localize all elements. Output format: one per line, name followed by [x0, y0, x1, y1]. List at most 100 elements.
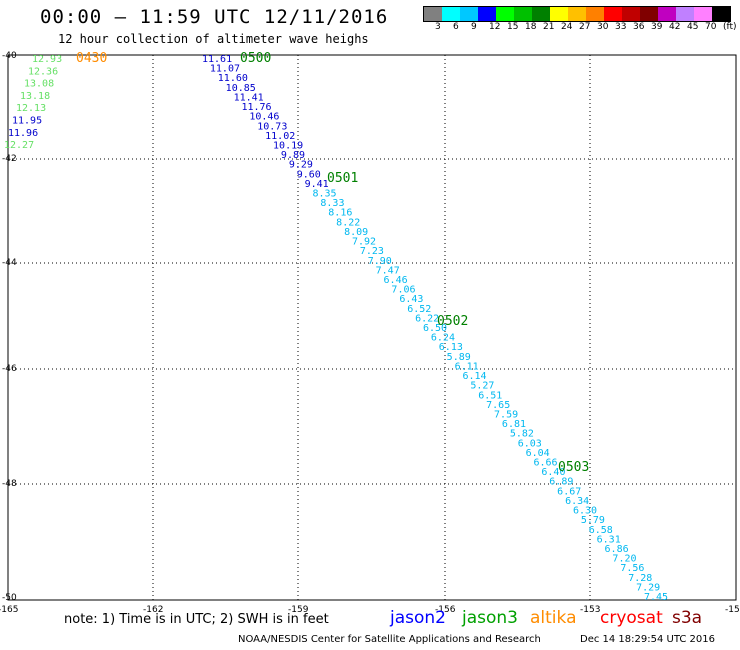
wave-height-value: 10.73 — [257, 121, 287, 132]
legend-label: 21 — [543, 22, 555, 32]
legend-swatch — [658, 7, 676, 21]
lat-tick-label: -46 — [2, 364, 17, 374]
wave-height-value: 7.92 — [352, 237, 376, 248]
wave-height-value: 11.61 — [202, 54, 232, 65]
lat-tick-label: -42 — [2, 154, 17, 164]
footnote: note: 1) Time is in UTC; 2) SWH is in fe… — [64, 612, 329, 627]
wave-height-value: 11.41 — [234, 92, 264, 103]
track-time-label: 0430 — [76, 51, 107, 66]
wave-height-value: 6.86 — [605, 544, 629, 555]
wave-height-value: 13.08 — [24, 79, 54, 90]
wave-height-value: 11.60 — [218, 73, 248, 84]
wave-height-value: 10.46 — [249, 112, 279, 123]
wave-height-value: 11.07 — [210, 64, 240, 75]
wave-height-value: 7.90 — [368, 256, 392, 267]
color-scale-labels: 3 6 9 12 15 18 21 24 27 30 33 36 39 42 45 70 (ft) — [423, 22, 740, 34]
legend-label: (ft) — [723, 22, 737, 32]
wave-height-value: 6.14 — [462, 371, 486, 382]
wave-height-value: 6.22 — [415, 313, 439, 324]
legend-jason2: jason2 — [390, 608, 446, 628]
wave-height-value: 11.02 — [265, 131, 295, 142]
lat-tick-label: -44 — [2, 258, 17, 268]
legend-label: 39 — [651, 22, 663, 32]
lon-tick-label: -159 — [288, 605, 309, 615]
wave-height-value: 6.04 — [526, 448, 550, 459]
legend-label: 36 — [633, 22, 645, 32]
legend-label: 9 — [471, 22, 477, 32]
legend-swatch — [604, 7, 622, 21]
wave-height-value: 8.22 — [336, 217, 360, 228]
legend-swatch — [424, 7, 442, 21]
wave-height-value: 7.56 — [620, 563, 644, 574]
wave-height-value: 12.36 — [28, 66, 58, 77]
wave-height-value: 5.27 — [470, 381, 494, 392]
wave-height-value: 6.24 — [431, 333, 455, 344]
legend-label: 30 — [597, 22, 609, 32]
wave-height-value: 6.13 — [439, 342, 463, 353]
map-frame — [7, 54, 737, 601]
legend-swatch — [514, 7, 532, 21]
wave-height-value: 5.89 — [447, 352, 471, 363]
wave-height-value: 12.27 — [4, 140, 34, 151]
wave-height-value: 7.20 — [612, 554, 636, 565]
wave-height-value: 8.09 — [344, 227, 368, 238]
legend-label: 15 — [507, 22, 519, 32]
wave-height-value: 7.06 — [391, 285, 415, 296]
lat-tick-label: -48 — [2, 479, 17, 489]
legend-label: 27 — [579, 22, 591, 32]
legend-cryosat: cryosat — [600, 608, 663, 628]
lon-tick-label: -162 — [143, 605, 163, 615]
track-time-label: 0503 — [558, 460, 589, 475]
wave-height-value: 6.34 — [565, 496, 589, 507]
track-time-label: 0502 — [437, 314, 468, 329]
legend-label: 6 — [453, 22, 459, 32]
wave-height-value: 8.33 — [320, 198, 344, 209]
lon-tick-label: -153 — [580, 605, 600, 615]
legend-swatch — [676, 7, 694, 21]
wave-height-value: 10.19 — [273, 140, 303, 151]
legend-swatch — [622, 7, 640, 21]
wave-height-value: 8.35 — [313, 189, 337, 200]
legend-swatch — [640, 7, 658, 21]
legend-swatch — [532, 7, 550, 21]
wave-height-value: 6.89 — [549, 477, 573, 488]
wave-height-value: 10.85 — [226, 83, 256, 94]
lon-tick-label: -150 — [725, 605, 740, 615]
legend-jason3: jason3 — [462, 608, 518, 628]
wave-height-value: 7.29 — [636, 582, 660, 593]
legend-swatch — [460, 7, 478, 21]
lon-tick-label: -156 — [435, 605, 456, 615]
wave-height-value: 11.76 — [241, 102, 271, 113]
lat-tick-label: -40 — [2, 51, 17, 61]
color-scale-legend — [423, 6, 731, 22]
wave-height-value: 5.79 — [581, 515, 605, 526]
wave-height-value: 6.46 — [384, 275, 408, 286]
wave-height-value: 7.23 — [360, 246, 384, 257]
generation-timestamp: Dec 14 18:29:54 UTC 2016 — [580, 634, 715, 645]
wave-height-value: 12.13 — [16, 103, 46, 114]
legend-swatch — [568, 7, 586, 21]
legend-label: 42 — [669, 22, 681, 32]
wave-height-value: 11.95 — [12, 116, 42, 127]
wave-height-value: 12.93 — [32, 54, 62, 65]
credit-line: NOAA/NESDIS Center for Satellite Applica… — [238, 634, 541, 645]
wave-height-value: 9.41 — [305, 179, 329, 190]
lon-tick-label: -165 — [0, 605, 18, 615]
map-title: 00:00 – 11:59 UTC 12/11/2016 — [40, 6, 389, 28]
wave-height-value: 6.50 — [423, 323, 447, 334]
track-time-label: 0501 — [327, 171, 358, 186]
wave-height-value: 6.51 — [478, 390, 502, 401]
legend-label: 18 — [525, 22, 537, 32]
wave-height-value: 6.67 — [557, 486, 581, 497]
track-time-label: 0500 — [240, 51, 271, 66]
legend-label: 24 — [561, 22, 573, 32]
legend-altika: altika — [530, 608, 577, 628]
wave-height-value: 7.28 — [628, 573, 652, 584]
legend-swatch — [712, 7, 730, 21]
wave-height-value: 11.96 — [8, 128, 38, 139]
legend-swatch — [442, 7, 460, 21]
legend-swatch — [496, 7, 514, 21]
legend-label: 33 — [615, 22, 627, 32]
wave-height-value: 9.60 — [297, 169, 321, 180]
